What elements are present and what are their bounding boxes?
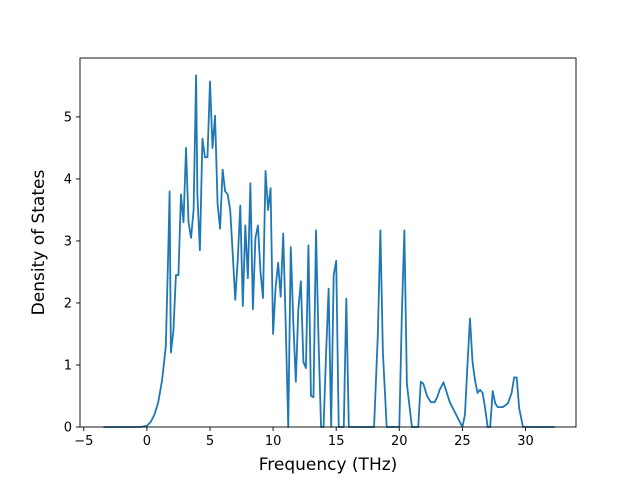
x-tick-label: 15 [328,434,345,449]
y-tick-label: 0 [64,421,72,436]
x-tick-label: 10 [265,434,282,449]
y-tick-label: 4 [64,172,72,187]
y-axis-label: Density of States [29,170,49,316]
x-axis-ticks: −5 0 5 10 15 20 25 30 [74,427,534,449]
x-tick-label: 30 [517,434,534,449]
x-tick-label: −5 [74,434,93,449]
x-tick-label: 0 [143,434,151,449]
x-axis-label: Frequency (THz) [259,455,398,475]
y-tick-label: 5 [64,110,72,125]
dos-series-line [103,74,556,428]
x-tick-label: 20 [391,434,408,449]
x-tick-label: 25 [454,434,471,449]
y-tick-label: 3 [64,234,72,249]
y-tick-label: 1 [64,358,72,373]
y-tick-label: 2 [64,296,72,311]
y-axis-ticks: 0 1 2 3 4 5 [64,110,80,436]
plot-area-frame [79,57,577,428]
x-tick-label: 5 [206,434,214,449]
